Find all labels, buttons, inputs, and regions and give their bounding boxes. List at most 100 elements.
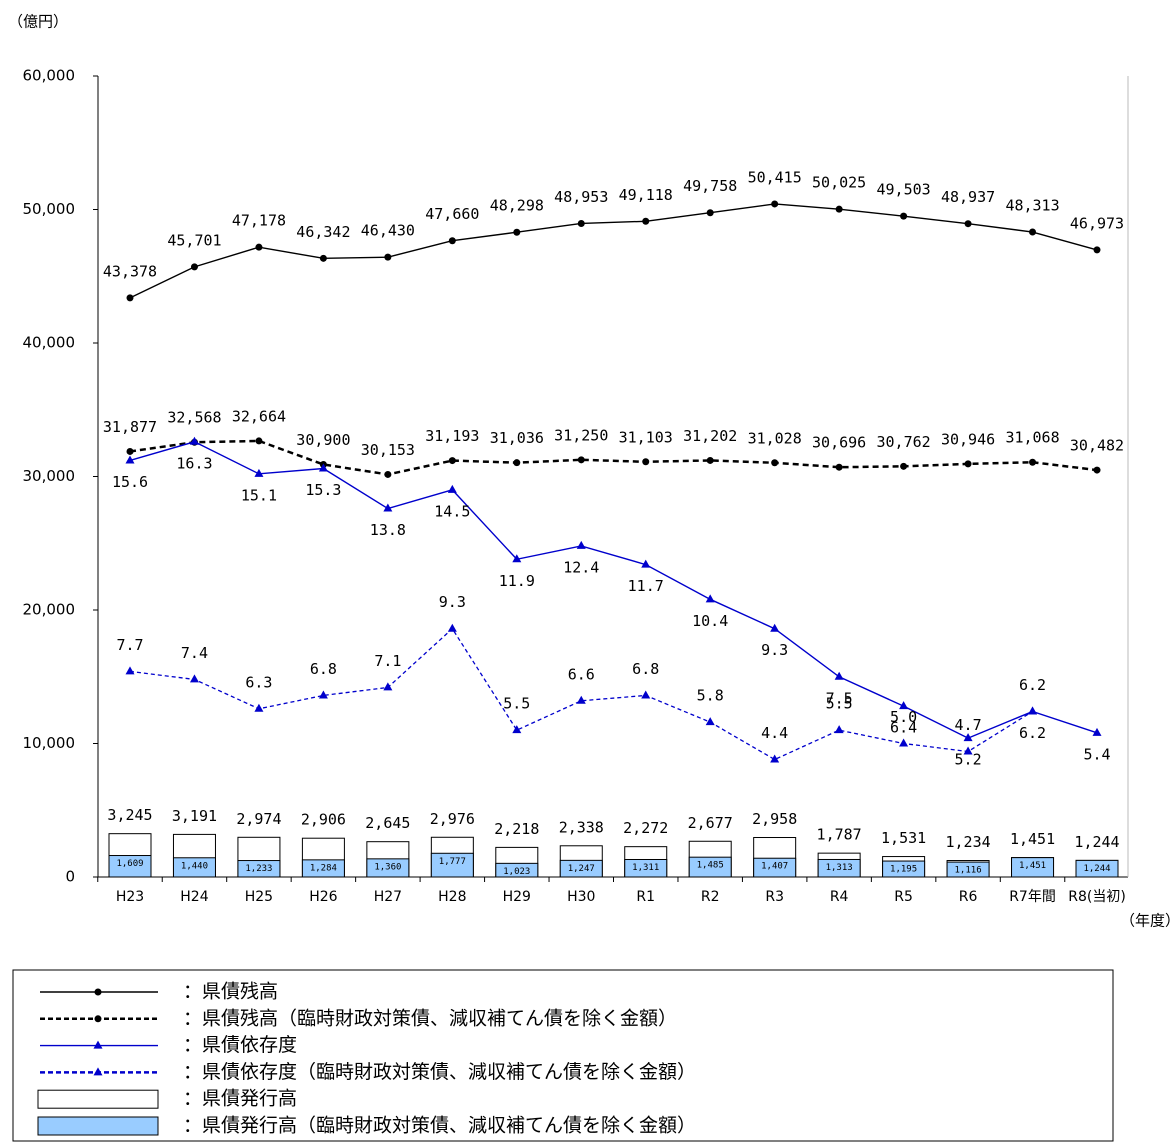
- bar-value-label: 1,233: [245, 864, 272, 874]
- bar-value-label: 2,906: [301, 811, 346, 829]
- data-label: 31,028: [748, 429, 802, 447]
- point: [254, 703, 264, 712]
- point: [771, 459, 779, 467]
- data-label: 32,568: [167, 409, 221, 427]
- point: [1093, 246, 1101, 254]
- data-label: 6.8: [310, 660, 337, 678]
- point: [255, 437, 263, 445]
- y-tick-label: 20,000: [23, 601, 76, 619]
- bar-value-label: 1,284: [310, 863, 337, 873]
- x-tick-label: R3: [765, 889, 784, 905]
- data-label: 46,342: [296, 223, 350, 241]
- bar-value-label: 1,195: [890, 865, 917, 875]
- data-label: 9.3: [439, 593, 466, 611]
- data-label: 46,973: [1070, 214, 1124, 232]
- legend-box: [12, 969, 1114, 1142]
- line: [129, 203, 1098, 299]
- bar-value-label: 1,244: [1083, 864, 1110, 874]
- data-label: 5.8: [697, 687, 724, 705]
- point: [642, 458, 650, 466]
- bar: [882, 860, 926, 878]
- x-tick-label: R1: [636, 889, 655, 905]
- point: [1028, 706, 1038, 715]
- legend-label: ：県債残高: [183, 981, 278, 1003]
- bar-value-label: 3,191: [172, 807, 217, 825]
- point: [900, 212, 908, 220]
- data-label: 48,937: [941, 188, 995, 206]
- data-label: 32,664: [232, 407, 286, 425]
- data-label: 7.7: [116, 636, 143, 654]
- point: [1092, 727, 1102, 736]
- data-label: 6.2: [1019, 676, 1046, 694]
- data-label: 30,153: [361, 441, 415, 459]
- x-tick-label: H30: [567, 889, 595, 905]
- point: [1093, 466, 1101, 474]
- bar: [817, 858, 861, 878]
- bar: [495, 862, 539, 878]
- point: [383, 682, 393, 691]
- point: [254, 468, 264, 477]
- bar-value-label: 3,245: [107, 806, 152, 824]
- data-label: 4.7: [955, 716, 982, 734]
- bar: [559, 859, 603, 878]
- y-tick-label: 0: [65, 868, 75, 886]
- x-tick-label: R5: [894, 889, 913, 905]
- point: [125, 666, 135, 675]
- bar-value-label: 2,338: [559, 818, 604, 836]
- data-label: 14.5: [434, 502, 470, 520]
- data-label: 11.9: [499, 572, 535, 590]
- bar: [430, 852, 474, 878]
- y-tick-label: 40,000: [23, 334, 76, 352]
- data-label: 46,430: [361, 222, 415, 240]
- point: [770, 754, 780, 763]
- bar: [237, 860, 281, 878]
- x-tick-label: H29: [503, 889, 531, 905]
- legend-marker: [94, 1015, 102, 1023]
- data-label: 9.3: [761, 641, 788, 659]
- bar-value-label: 1,023: [503, 867, 530, 877]
- legend-label: ：県債依存度: [183, 1034, 297, 1056]
- bar: [1011, 857, 1055, 878]
- point: [963, 733, 973, 742]
- data-label: 15.3: [305, 481, 341, 499]
- bar-value-label: 2,974: [236, 810, 281, 828]
- legend-label: ：県債残高（臨時財政対策債、減収補てん債を除く金額）: [183, 1007, 677, 1029]
- data-label: 49,118: [619, 186, 673, 204]
- point: [448, 237, 456, 245]
- data-label: 6.3: [245, 673, 272, 691]
- data-label: 12.4: [563, 558, 599, 576]
- legend-label: ：県債発行高（臨時財政対策債、減収補てん債を除く金額）: [183, 1115, 696, 1137]
- data-label: 49,503: [877, 181, 931, 199]
- point: [577, 456, 585, 464]
- point: [190, 263, 198, 271]
- point: [963, 746, 973, 755]
- x-tick-label: H23: [116, 889, 144, 905]
- data-label: 47,178: [232, 212, 286, 230]
- point: [576, 540, 586, 549]
- bar-value-label: 1,787: [817, 826, 862, 844]
- point: [641, 690, 651, 699]
- point: [125, 455, 135, 464]
- legend-swatch: [37, 1089, 159, 1109]
- point: [126, 294, 134, 302]
- bar-value-label: 1,531: [881, 829, 926, 847]
- x-tick-label: H26: [309, 889, 337, 905]
- x-tick-label: H24: [180, 889, 208, 905]
- point: [384, 470, 392, 478]
- data-label: 43,378: [103, 262, 157, 280]
- data-label: 30,762: [877, 433, 931, 451]
- point: [706, 209, 714, 217]
- data-label: 30,482: [1070, 437, 1124, 455]
- bar-value-label: 2,976: [430, 810, 475, 828]
- data-label: 48,298: [490, 197, 544, 215]
- point: [705, 594, 715, 603]
- legend-marker: [93, 1067, 103, 1076]
- bar-value-label: 1,451: [1010, 830, 1055, 848]
- point: [512, 725, 522, 734]
- bar-value-label: 1,451: [1019, 861, 1046, 871]
- y-tick-label: 50,000: [23, 200, 76, 218]
- point: [706, 456, 714, 464]
- point: [1029, 458, 1037, 466]
- point: [384, 253, 392, 261]
- bar-value-label: 2,218: [494, 820, 539, 838]
